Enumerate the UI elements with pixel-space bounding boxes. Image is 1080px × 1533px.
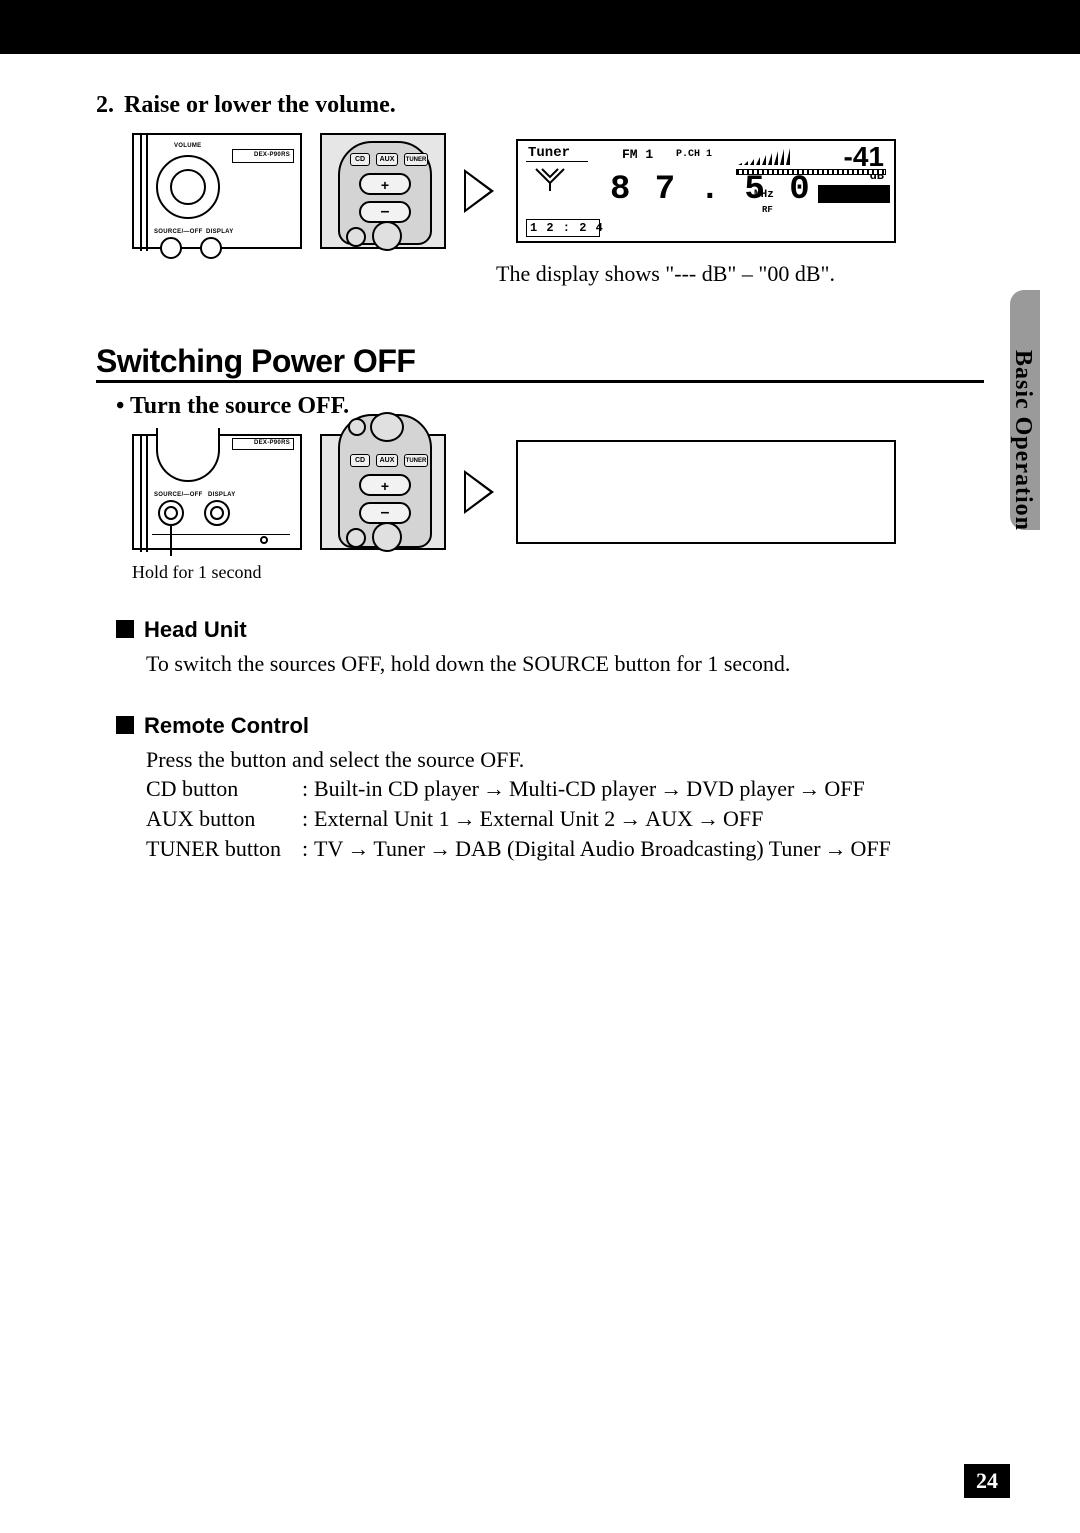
sequence-item: OFF xyxy=(824,776,864,801)
volume-bars-icon xyxy=(736,145,814,167)
lcd-preset: P.CH 1 xyxy=(676,149,712,160)
arrow-icon-small: → xyxy=(483,774,505,804)
remote-cd-button: CD xyxy=(350,153,370,166)
arrow-icon-small: → xyxy=(660,774,682,804)
lcd-source: Tuner xyxy=(528,145,570,161)
lcd-rf: RF xyxy=(762,205,773,215)
arrow-icon-small: → xyxy=(347,834,369,864)
page-content: 2.Raise or lower the volume. VOLUME DEX-… xyxy=(0,54,1080,863)
antenna-icon xyxy=(532,165,568,193)
model-label: DEX-P90RS xyxy=(254,152,290,158)
sequence-item: DAB (Digital Audio Broadcasting) Tuner xyxy=(455,836,820,861)
top-black-bar xyxy=(0,0,1080,54)
arrow-icon-small: → xyxy=(798,774,820,804)
head-unit-panel: VOLUME DEX-P90RS SOURCE/—OFF DISPLAY xyxy=(132,133,302,249)
head-unit-panel-2: DEX-P90RS SOURCE/—OFF DISPLAY xyxy=(132,434,302,550)
volume-label: VOLUME xyxy=(174,143,201,149)
remote-minus-button: – xyxy=(359,201,411,223)
arrow-icon-small: → xyxy=(429,834,451,864)
level-bar xyxy=(818,185,890,203)
section-heading-switching-power-off: Switching Power OFF xyxy=(96,343,984,383)
remote-control-intro: Press the button and select the source O… xyxy=(146,745,984,775)
sequence-item: TV xyxy=(314,836,343,861)
sequence-body: Built-in CD player → Multi-CD player → D… xyxy=(314,774,865,804)
arrow-icon xyxy=(464,169,498,213)
remote-panel-2: CD AUX TUNER + – xyxy=(320,434,446,550)
display-note: The display shows "--- dB" – "00 dB". xyxy=(496,261,984,287)
sequence-row: CD button: Built-in CD player → Multi-CD… xyxy=(146,774,984,804)
blank-lcd xyxy=(516,440,896,544)
square-bullet-icon xyxy=(116,620,134,638)
arrow-icon-small: → xyxy=(619,804,641,834)
step2-number: 2. xyxy=(96,92,124,119)
arrow-icon-small: → xyxy=(454,804,476,834)
sequence-item: DVD player xyxy=(686,776,794,801)
page-number: 24 xyxy=(964,1464,1010,1498)
sequence-label: TUNER button xyxy=(146,834,302,864)
square-bullet-icon-2 xyxy=(116,716,134,734)
sequence-row: AUX button: External Unit 1 → External U… xyxy=(146,804,984,834)
sequence-colon: : xyxy=(302,834,314,864)
sequence-item: Built-in CD player xyxy=(314,776,479,801)
power-off-figure-row: DEX-P90RS SOURCE/—OFF DISPLAY CD AUX TUN… xyxy=(132,434,984,550)
head-unit-text: To switch the sources OFF, hold down the… xyxy=(146,649,984,679)
source-label: SOURCE/—OFF xyxy=(154,229,203,235)
remote-minus-button-2: – xyxy=(359,502,411,524)
sequence-item: External Unit 2 xyxy=(480,806,616,831)
remote-cd-button-2: CD xyxy=(350,454,370,467)
sequence-body: External Unit 1 → External Unit 2 → AUX … xyxy=(314,804,763,834)
lcd-display: Tuner FM 1 P.CH 1 -41 dB 8 7 . 5 0 MHz R… xyxy=(516,139,896,243)
remote-plus-button: + xyxy=(359,173,411,195)
remote-control-subheading: Remote Control xyxy=(116,713,984,739)
sequence-body: TV → Tuner → DAB (Digital Audio Broadcas… xyxy=(314,834,891,864)
remote-tuner-button-2: TUNER xyxy=(404,454,428,467)
sequence-item: Multi-CD player xyxy=(509,776,656,801)
arrow-icon-small: → xyxy=(825,834,847,864)
sequence-item: Tuner xyxy=(373,836,425,861)
hold-note: Hold for 1 second xyxy=(132,562,984,583)
sequence-colon: : xyxy=(302,774,314,804)
source-label-2: SOURCE/—OFF xyxy=(154,492,203,498)
remote-panel: CD AUX TUNER + – xyxy=(320,133,446,249)
sequence-item: External Unit 1 xyxy=(314,806,450,831)
head-unit-subheading: Head Unit xyxy=(116,617,984,643)
sequence-label: CD button xyxy=(146,774,302,804)
lcd-frequency: 8 7 . 5 0 xyxy=(610,171,812,209)
remote-aux-button: AUX xyxy=(376,153,398,166)
lcd-freq-unit: MHz xyxy=(754,189,774,201)
remote-aux-button-2: AUX xyxy=(376,454,398,467)
remote-plus-button-2: + xyxy=(359,474,411,496)
sequence-colon: : xyxy=(302,804,314,834)
lcd-band: FM 1 xyxy=(622,147,653,162)
step2-figure-row: VOLUME DEX-P90RS SOURCE/—OFF DISPLAY CD … xyxy=(132,133,984,249)
step2-title: Raise or lower the volume. xyxy=(124,92,396,118)
sequence-item: OFF xyxy=(723,806,763,831)
sequence-item: OFF xyxy=(851,836,891,861)
step2-heading: 2.Raise or lower the volume. xyxy=(96,92,984,119)
sequence-label: AUX button xyxy=(146,804,302,834)
remote-sequence-table: CD button: Built-in CD player → Multi-CD… xyxy=(96,774,984,863)
arrow-icon-small: → xyxy=(697,804,719,834)
display-label-2: DISPLAY xyxy=(208,492,236,498)
remote-tuner-button: TUNER xyxy=(404,153,428,166)
sequence-item: AUX xyxy=(645,806,693,831)
display-label: DISPLAY xyxy=(206,229,234,235)
arrow-icon-2 xyxy=(464,470,498,514)
bullet-turn-source-off: • Turn the source OFF. xyxy=(116,393,984,420)
sequence-row: TUNER button: TV → Tuner → DAB (Digital … xyxy=(146,834,984,864)
lcd-clock: 1 2 : 2 4 xyxy=(530,221,604,235)
